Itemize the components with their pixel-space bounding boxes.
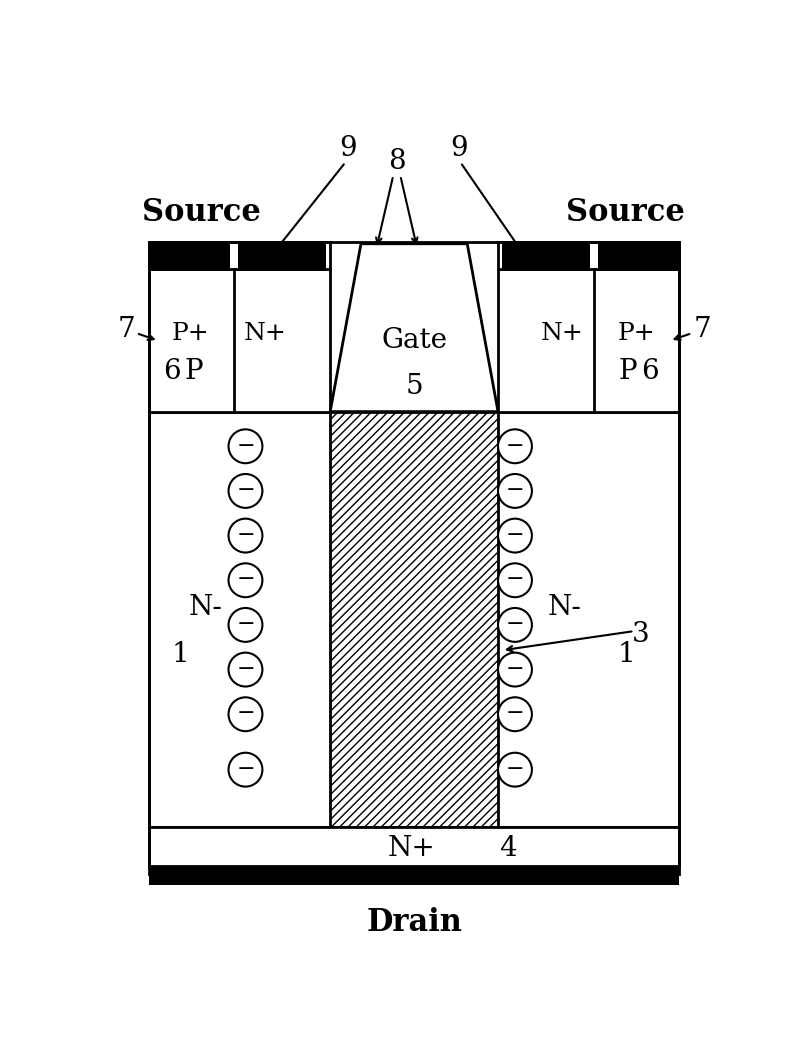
- Text: N-: N-: [548, 595, 582, 622]
- Text: Drain: Drain: [366, 907, 462, 938]
- Text: 9: 9: [339, 135, 356, 162]
- Text: Gate: Gate: [381, 327, 447, 354]
- Circle shape: [498, 430, 532, 464]
- Text: Source: Source: [566, 197, 684, 228]
- Text: −: −: [506, 524, 524, 546]
- Text: −: −: [236, 758, 255, 780]
- Text: N+: N+: [541, 322, 583, 344]
- Text: 6: 6: [641, 358, 659, 385]
- Text: P+: P+: [618, 322, 655, 344]
- Bar: [598, 242, 679, 269]
- Bar: [502, 242, 591, 269]
- Bar: [149, 242, 230, 269]
- Bar: [149, 828, 679, 866]
- Circle shape: [229, 753, 263, 787]
- Text: 4: 4: [499, 835, 517, 863]
- Text: −: −: [236, 524, 255, 546]
- Text: −: −: [506, 614, 524, 635]
- Circle shape: [498, 653, 532, 686]
- Bar: [498, 269, 679, 412]
- Circle shape: [498, 608, 532, 642]
- Polygon shape: [330, 244, 498, 412]
- Text: 5: 5: [406, 374, 423, 400]
- Text: 6: 6: [163, 358, 181, 385]
- Circle shape: [498, 697, 532, 731]
- Text: 7: 7: [117, 316, 135, 343]
- Bar: [238, 242, 326, 269]
- Text: −: −: [506, 434, 524, 456]
- Bar: [149, 412, 679, 828]
- Bar: [149, 242, 679, 873]
- Circle shape: [229, 653, 263, 686]
- Circle shape: [229, 608, 263, 642]
- Text: 8: 8: [389, 148, 406, 175]
- Text: N+: N+: [243, 322, 286, 344]
- Circle shape: [498, 518, 532, 552]
- Circle shape: [229, 563, 263, 598]
- Bar: [149, 242, 330, 269]
- Text: −: −: [506, 658, 524, 680]
- Text: −: −: [236, 702, 255, 724]
- Bar: [330, 412, 498, 828]
- Circle shape: [229, 697, 263, 731]
- Text: −: −: [236, 568, 255, 590]
- Text: P: P: [619, 358, 638, 385]
- Circle shape: [498, 563, 532, 598]
- Bar: [149, 242, 679, 873]
- Text: −: −: [236, 614, 255, 635]
- Text: Source: Source: [142, 197, 261, 228]
- Text: 1: 1: [618, 641, 636, 667]
- Text: P+: P+: [171, 322, 208, 344]
- Bar: [149, 866, 679, 885]
- Text: −: −: [506, 568, 524, 590]
- Text: −: −: [506, 758, 524, 780]
- Text: 3: 3: [632, 621, 650, 648]
- Text: 1: 1: [171, 641, 189, 667]
- Circle shape: [229, 474, 263, 508]
- Text: −: −: [236, 479, 255, 502]
- Bar: [149, 269, 330, 412]
- Text: −: −: [236, 658, 255, 680]
- Circle shape: [229, 518, 263, 552]
- Bar: [498, 242, 679, 269]
- Text: −: −: [236, 434, 255, 456]
- Text: 9: 9: [450, 135, 468, 162]
- Text: N+: N+: [387, 835, 435, 863]
- Text: −: −: [506, 702, 524, 724]
- Circle shape: [229, 430, 263, 464]
- Text: −: −: [506, 479, 524, 502]
- Circle shape: [498, 474, 532, 508]
- Text: P: P: [184, 358, 203, 385]
- Circle shape: [498, 753, 532, 787]
- Text: N-: N-: [188, 595, 222, 622]
- Text: 7: 7: [693, 316, 711, 343]
